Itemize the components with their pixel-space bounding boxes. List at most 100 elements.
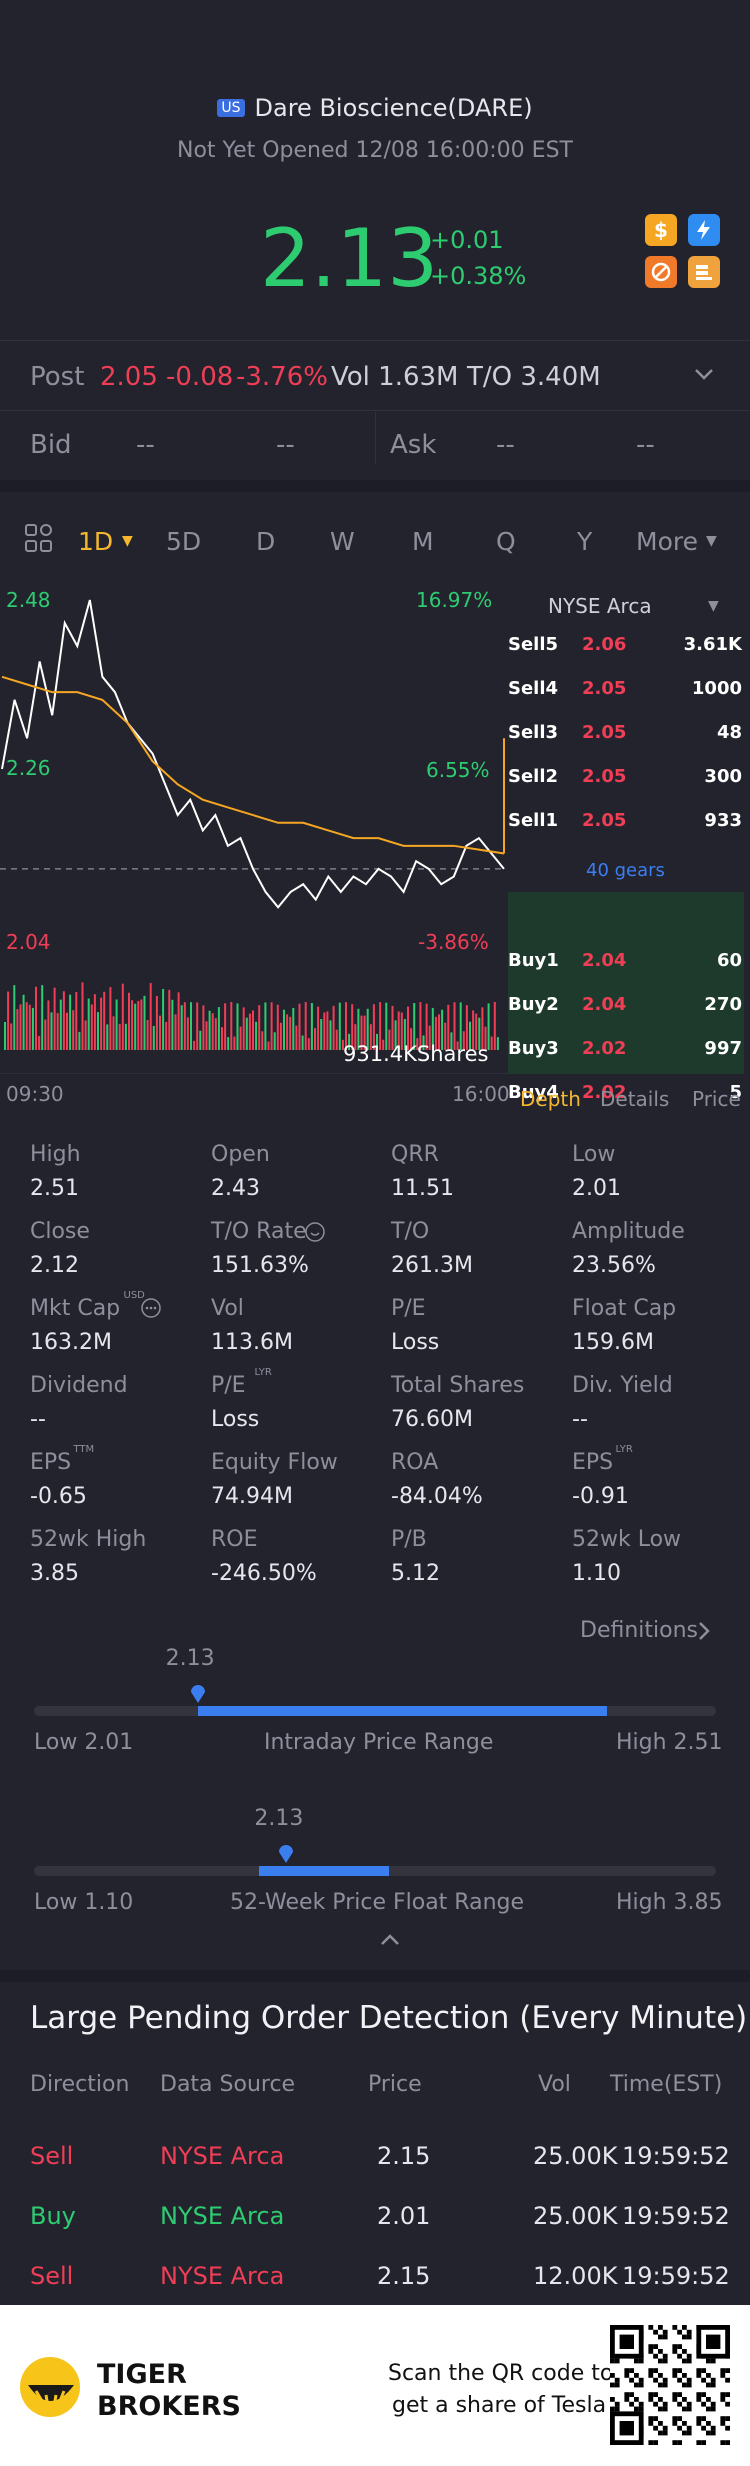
ask-row[interactable]: Sell4 2.05 1000 [508, 666, 742, 710]
volume-bar [87, 998, 90, 1050]
volume-bar [397, 1011, 400, 1050]
volume-bar [357, 1008, 360, 1050]
bid-level-price: 2.02 [582, 1038, 627, 1059]
stat-label: 52wk Low [572, 1527, 682, 1552]
volume-bar [462, 1031, 465, 1050]
tab-1d[interactable]: 1D [78, 527, 114, 556]
footer-banner[interactable]: TIGER BROKERS Scan the QR code to get a … [0, 2305, 750, 2466]
intraday-marker-icon [189, 1680, 207, 1708]
volume-bar [341, 1039, 344, 1050]
stat-value: -0.65 [30, 1484, 87, 1509]
gears-link[interactable]: 40 gears [586, 860, 665, 881]
stat-label: 52wk High [30, 1527, 147, 1552]
chevron-up-icon[interactable] [380, 1932, 400, 1951]
volume-bar [106, 1024, 109, 1050]
volume-bar [248, 1013, 251, 1050]
volume-bar [13, 985, 16, 1050]
post-change: -0.08 [166, 362, 234, 392]
chevron-right-icon[interactable] [696, 1620, 712, 1646]
tab-more[interactable]: More [636, 527, 698, 556]
volume-bar [289, 1016, 292, 1050]
volume-bar [472, 1010, 475, 1050]
bid-level-vol: 997 [704, 1038, 742, 1059]
bid-row[interactable]: Buy2 2.04 270 [508, 982, 742, 1026]
stack-icon[interactable] [688, 256, 720, 288]
intraday-current: 2.13 [165, 1646, 215, 1671]
volume-bar [59, 999, 62, 1050]
volume-bar [403, 1019, 406, 1050]
tab-details[interactable]: Details [600, 1087, 670, 1111]
country-badge: US [217, 99, 245, 117]
pending-time: 19:59:52 [622, 2142, 730, 2170]
pending-vol: 25.00K [533, 2142, 618, 2170]
lightning-icon[interactable] [688, 214, 720, 246]
more-caret-icon[interactable]: ▼ [706, 533, 717, 549]
tab-quarter[interactable]: Q [496, 527, 516, 556]
volume-bar [379, 1002, 382, 1050]
tab-month[interactable]: M [412, 527, 434, 556]
intraday-chart[interactable] [0, 578, 508, 1075]
tab-depth[interactable]: Depth [520, 1087, 581, 1111]
tab-year[interactable]: Y [577, 527, 593, 556]
volume-bar [152, 1025, 155, 1050]
bid-price: -- [136, 430, 155, 460]
stat-value: 23.56% [572, 1253, 656, 1278]
definitions-link[interactable]: Definitions [580, 1618, 698, 1643]
header-price: Price [368, 2072, 422, 2097]
volume-bar [245, 1017, 248, 1050]
bid-level-price: 2.02 [582, 1082, 627, 1103]
tab-price[interactable]: Price [692, 1087, 741, 1111]
qr-code-icon[interactable] [610, 2325, 730, 2445]
bid-row[interactable]: Buy3 2.02 997 [508, 1026, 742, 1070]
stat-label: Amplitude [572, 1219, 685, 1244]
layout-grid-icon[interactable] [24, 523, 54, 559]
volume-bar [447, 1004, 450, 1050]
bid-row[interactable]: Buy4 2.02 5 [508, 1070, 742, 1114]
stat-value: -- [30, 1407, 46, 1432]
volume-bar [100, 997, 103, 1050]
volume-bar [233, 1036, 236, 1050]
no-short-icon[interactable] [645, 256, 677, 288]
tab-day[interactable]: D [256, 527, 276, 556]
ask-row[interactable]: Sell1 2.05 933 [508, 798, 742, 842]
exchange-selector[interactable]: NYSE Arca [548, 594, 652, 618]
to-rate-info-icon[interactable] [304, 1221, 326, 1247]
pending-time: 19:59:52 [622, 2202, 730, 2230]
ask-level-vol: 48 [716, 722, 742, 743]
tab-week[interactable]: W [330, 527, 355, 556]
ask-row[interactable]: Sell3 2.05 48 [508, 710, 742, 754]
mkt-cap-info-icon[interactable] [140, 1297, 162, 1323]
ask-size: -- [636, 430, 655, 460]
volume-bar [416, 1038, 419, 1050]
tab-5d[interactable]: 5D [166, 527, 202, 556]
pending-row[interactable]: Buy NYSE Arca 2.01 25.00K 19:59:52 [0, 2188, 750, 2248]
volume-bar [385, 1002, 388, 1050]
stat-value: 2.51 [30, 1176, 79, 1201]
week52-low: Low 1.10 [34, 1890, 134, 1915]
volume-bar [484, 1026, 487, 1050]
volume-bar [25, 1002, 28, 1050]
volume-bar [410, 1028, 413, 1050]
volume-bar [81, 982, 84, 1050]
volume-bar [422, 1035, 425, 1050]
exchange-caret-icon[interactable]: ▼ [708, 598, 719, 614]
pending-row[interactable]: Sell NYSE Arca 2.15 12.00K 19:59:52 [0, 2248, 750, 2308]
tab-1d-caret-icon[interactable]: ▼ [122, 533, 133, 549]
chevron-down-icon[interactable] [692, 362, 716, 390]
stat-value: 11.51 [391, 1176, 454, 1201]
dollar-icon[interactable]: $ [645, 214, 677, 246]
volume-bar [239, 1026, 242, 1050]
brand-line1: TIGER [97, 2359, 187, 2390]
volume-bar [283, 1009, 285, 1050]
volume-bar [459, 1002, 462, 1050]
bid-row[interactable]: Buy1 2.04 60 [508, 938, 742, 982]
ask-row[interactable]: Sell5 2.06 3.61K [508, 622, 742, 666]
pending-row[interactable]: Sell NYSE Arca 2.15 25.00K 19:59:52 [0, 2128, 750, 2188]
stat-label: ROE [211, 1527, 258, 1552]
stat-label: Total Shares [391, 1373, 525, 1398]
volume-bar [388, 1029, 391, 1050]
volume-bar [208, 1010, 211, 1050]
volume-bar [456, 1041, 459, 1050]
volume-bar [10, 1023, 13, 1050]
ask-row[interactable]: Sell2 2.05 300 [508, 754, 742, 798]
